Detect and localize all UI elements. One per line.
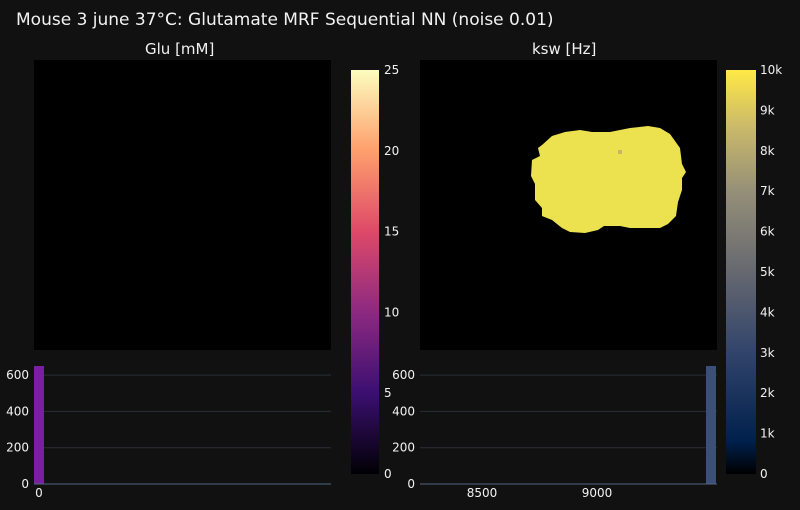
colorbar-tick-label: 8k [760, 144, 775, 158]
colorbar-tick-label: 25 [384, 63, 399, 77]
colorbar-tick-label: 7k [760, 184, 775, 198]
figure-title: Mouse 3 june 37°C: Glutamate MRF Sequent… [16, 10, 554, 30]
ksw-brain-mask [531, 126, 686, 233]
glu-hist-bar [34, 366, 44, 484]
colorbar-tick-label: 6k [760, 225, 775, 239]
hist-y-tick: 0 [407, 477, 415, 491]
colorbar-tick-label: 20 [384, 144, 399, 158]
colorbar-tick-label: 5k [760, 265, 775, 279]
ksw-colorbar: 0 1k 2k 3k 4k 5k 6k 7k 8k 9k 10k [726, 63, 782, 480]
glu-colorbar: 0 5 10 15 20 25 [351, 63, 399, 480]
hist-y-tick: 200 [6, 441, 29, 455]
colorbar-tick-label: 15 [384, 225, 399, 239]
hist-y-tick: 0 [21, 477, 29, 491]
colorbar-tick-label: 1k [760, 427, 775, 441]
hist-y-tick: 200 [392, 441, 415, 455]
hist-x-tick: 9000 [582, 486, 613, 500]
colorbar-tick-label: 2k [760, 386, 775, 400]
glu-histogram[interactable]: 0 200 400 600 0 [0, 360, 340, 510]
hist-y-tick: 600 [392, 368, 415, 382]
colorbar-tick-label: 10k [760, 63, 782, 77]
hist-x-tick: 0 [35, 486, 43, 500]
hist-y-tick: 400 [6, 404, 29, 418]
hist-x-tick: 8500 [467, 486, 498, 500]
colorbar-tick-label: 5 [384, 386, 392, 400]
hist-y-tick: 600 [6, 368, 29, 382]
ksw-heatmap[interactable] [420, 60, 717, 350]
colorbar-tick-label: 10 [384, 305, 399, 319]
hist-y-tick: 400 [392, 404, 415, 418]
glu-subtitle: Glu [mM] [145, 40, 215, 58]
colorbar-tick-label: 0 [384, 467, 392, 480]
colorbar-tick-label: 0 [760, 467, 768, 480]
ksw-subtitle: ksw [Hz] [532, 40, 597, 58]
ksw-hist-bar [706, 366, 716, 484]
colorbar-tick-label: 9k [760, 103, 775, 117]
glu-heatmap[interactable] [34, 60, 331, 350]
colorbar-tick-label: 4k [760, 305, 775, 319]
colorbar-tick-label: 3k [760, 346, 775, 360]
